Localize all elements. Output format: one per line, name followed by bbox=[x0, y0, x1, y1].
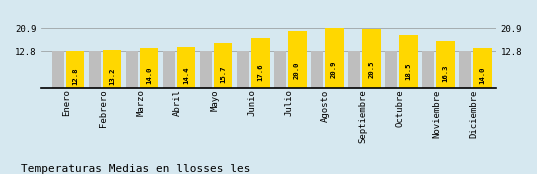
Bar bbox=[473, 48, 491, 88]
Text: 17.6: 17.6 bbox=[257, 63, 263, 81]
Text: Temperaturas Medias en llosses les: Temperaturas Medias en llosses les bbox=[21, 164, 251, 174]
Text: 20.5: 20.5 bbox=[368, 61, 374, 78]
Bar bbox=[325, 28, 344, 88]
Bar bbox=[251, 38, 270, 88]
Bar bbox=[349, 52, 360, 88]
Text: 20.9: 20.9 bbox=[331, 60, 337, 78]
Bar bbox=[103, 50, 121, 88]
Bar bbox=[288, 31, 307, 88]
Bar bbox=[126, 52, 138, 88]
Text: 13.2: 13.2 bbox=[109, 67, 115, 85]
Bar bbox=[362, 29, 381, 88]
Bar bbox=[140, 48, 158, 88]
Bar bbox=[399, 35, 418, 88]
Text: 12.8: 12.8 bbox=[72, 68, 78, 85]
Bar bbox=[311, 52, 323, 88]
Text: 14.0: 14.0 bbox=[146, 67, 152, 84]
Bar bbox=[237, 52, 249, 88]
Bar bbox=[436, 41, 455, 88]
Bar bbox=[177, 47, 195, 88]
Bar bbox=[422, 52, 434, 88]
Text: 16.3: 16.3 bbox=[442, 65, 448, 82]
Bar bbox=[385, 52, 397, 88]
Text: 20.0: 20.0 bbox=[294, 61, 300, 79]
Bar bbox=[52, 52, 64, 88]
Text: 14.0: 14.0 bbox=[479, 67, 485, 84]
Bar bbox=[163, 52, 175, 88]
Bar bbox=[214, 43, 233, 88]
Text: 18.5: 18.5 bbox=[405, 62, 411, 80]
Bar bbox=[274, 52, 286, 88]
Bar bbox=[459, 52, 471, 88]
Text: 15.7: 15.7 bbox=[220, 65, 226, 82]
Text: 14.4: 14.4 bbox=[183, 66, 189, 84]
Bar bbox=[89, 52, 101, 88]
Bar bbox=[66, 52, 84, 88]
Bar bbox=[200, 52, 212, 88]
